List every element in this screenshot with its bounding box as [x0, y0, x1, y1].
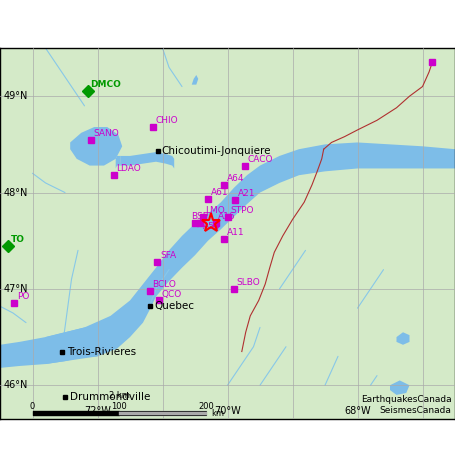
- Text: EarthquakesCanada
SeismesCanada: EarthquakesCanada SeismesCanada: [361, 395, 452, 415]
- Text: A54: A54: [203, 222, 220, 231]
- Text: TO: TO: [10, 234, 25, 244]
- Text: 68°W: 68°W: [344, 406, 371, 416]
- Text: 0: 0: [30, 403, 35, 411]
- Polygon shape: [120, 152, 174, 169]
- Text: 47°N: 47°N: [3, 284, 28, 294]
- Text: km: km: [211, 409, 224, 417]
- Text: A11: A11: [227, 228, 244, 237]
- Text: LDAO: LDAO: [116, 164, 141, 173]
- Polygon shape: [396, 332, 410, 345]
- Text: SFA: SFA: [160, 251, 176, 260]
- Text: SLBO: SLBO: [237, 278, 260, 287]
- Text: CHIO: CHIO: [155, 116, 178, 125]
- Text: SANO: SANO: [94, 128, 119, 138]
- Polygon shape: [192, 75, 198, 85]
- Text: PO: PO: [17, 292, 29, 301]
- Polygon shape: [0, 142, 455, 368]
- Text: Chicoutimi-Jonquiere: Chicoutimi-Jonquiere: [162, 146, 271, 156]
- Text: QCO: QCO: [162, 290, 182, 298]
- Text: BSP: BSP: [191, 212, 208, 221]
- Text: A21: A21: [238, 189, 255, 198]
- Text: Quebec: Quebec: [155, 301, 195, 311]
- Text: LMO: LMO: [205, 205, 225, 215]
- Polygon shape: [46, 327, 97, 364]
- Text: Drummondville: Drummondville: [70, 392, 151, 402]
- Text: CACO: CACO: [248, 155, 273, 163]
- Polygon shape: [116, 156, 120, 169]
- Text: 100: 100: [111, 403, 127, 411]
- Polygon shape: [390, 381, 410, 395]
- Text: 72°W: 72°W: [84, 406, 111, 416]
- Text: Trois-Rivieres: Trois-Rivieres: [67, 347, 136, 356]
- Text: BCLO: BCLO: [152, 280, 176, 289]
- Text: A16: A16: [218, 212, 236, 221]
- Text: 70°W: 70°W: [214, 406, 241, 416]
- Text: A64: A64: [227, 174, 244, 183]
- Text: A61: A61: [211, 188, 228, 198]
- Text: 200: 200: [198, 403, 214, 411]
- Text: 2 km: 2 km: [109, 391, 130, 400]
- Text: 48°N: 48°N: [3, 188, 28, 198]
- Polygon shape: [70, 127, 122, 166]
- Text: 46°N: 46°N: [3, 380, 28, 390]
- Text: DMCO: DMCO: [91, 80, 121, 90]
- Text: STPO: STPO: [230, 205, 253, 215]
- Text: 49°N: 49°N: [3, 91, 28, 101]
